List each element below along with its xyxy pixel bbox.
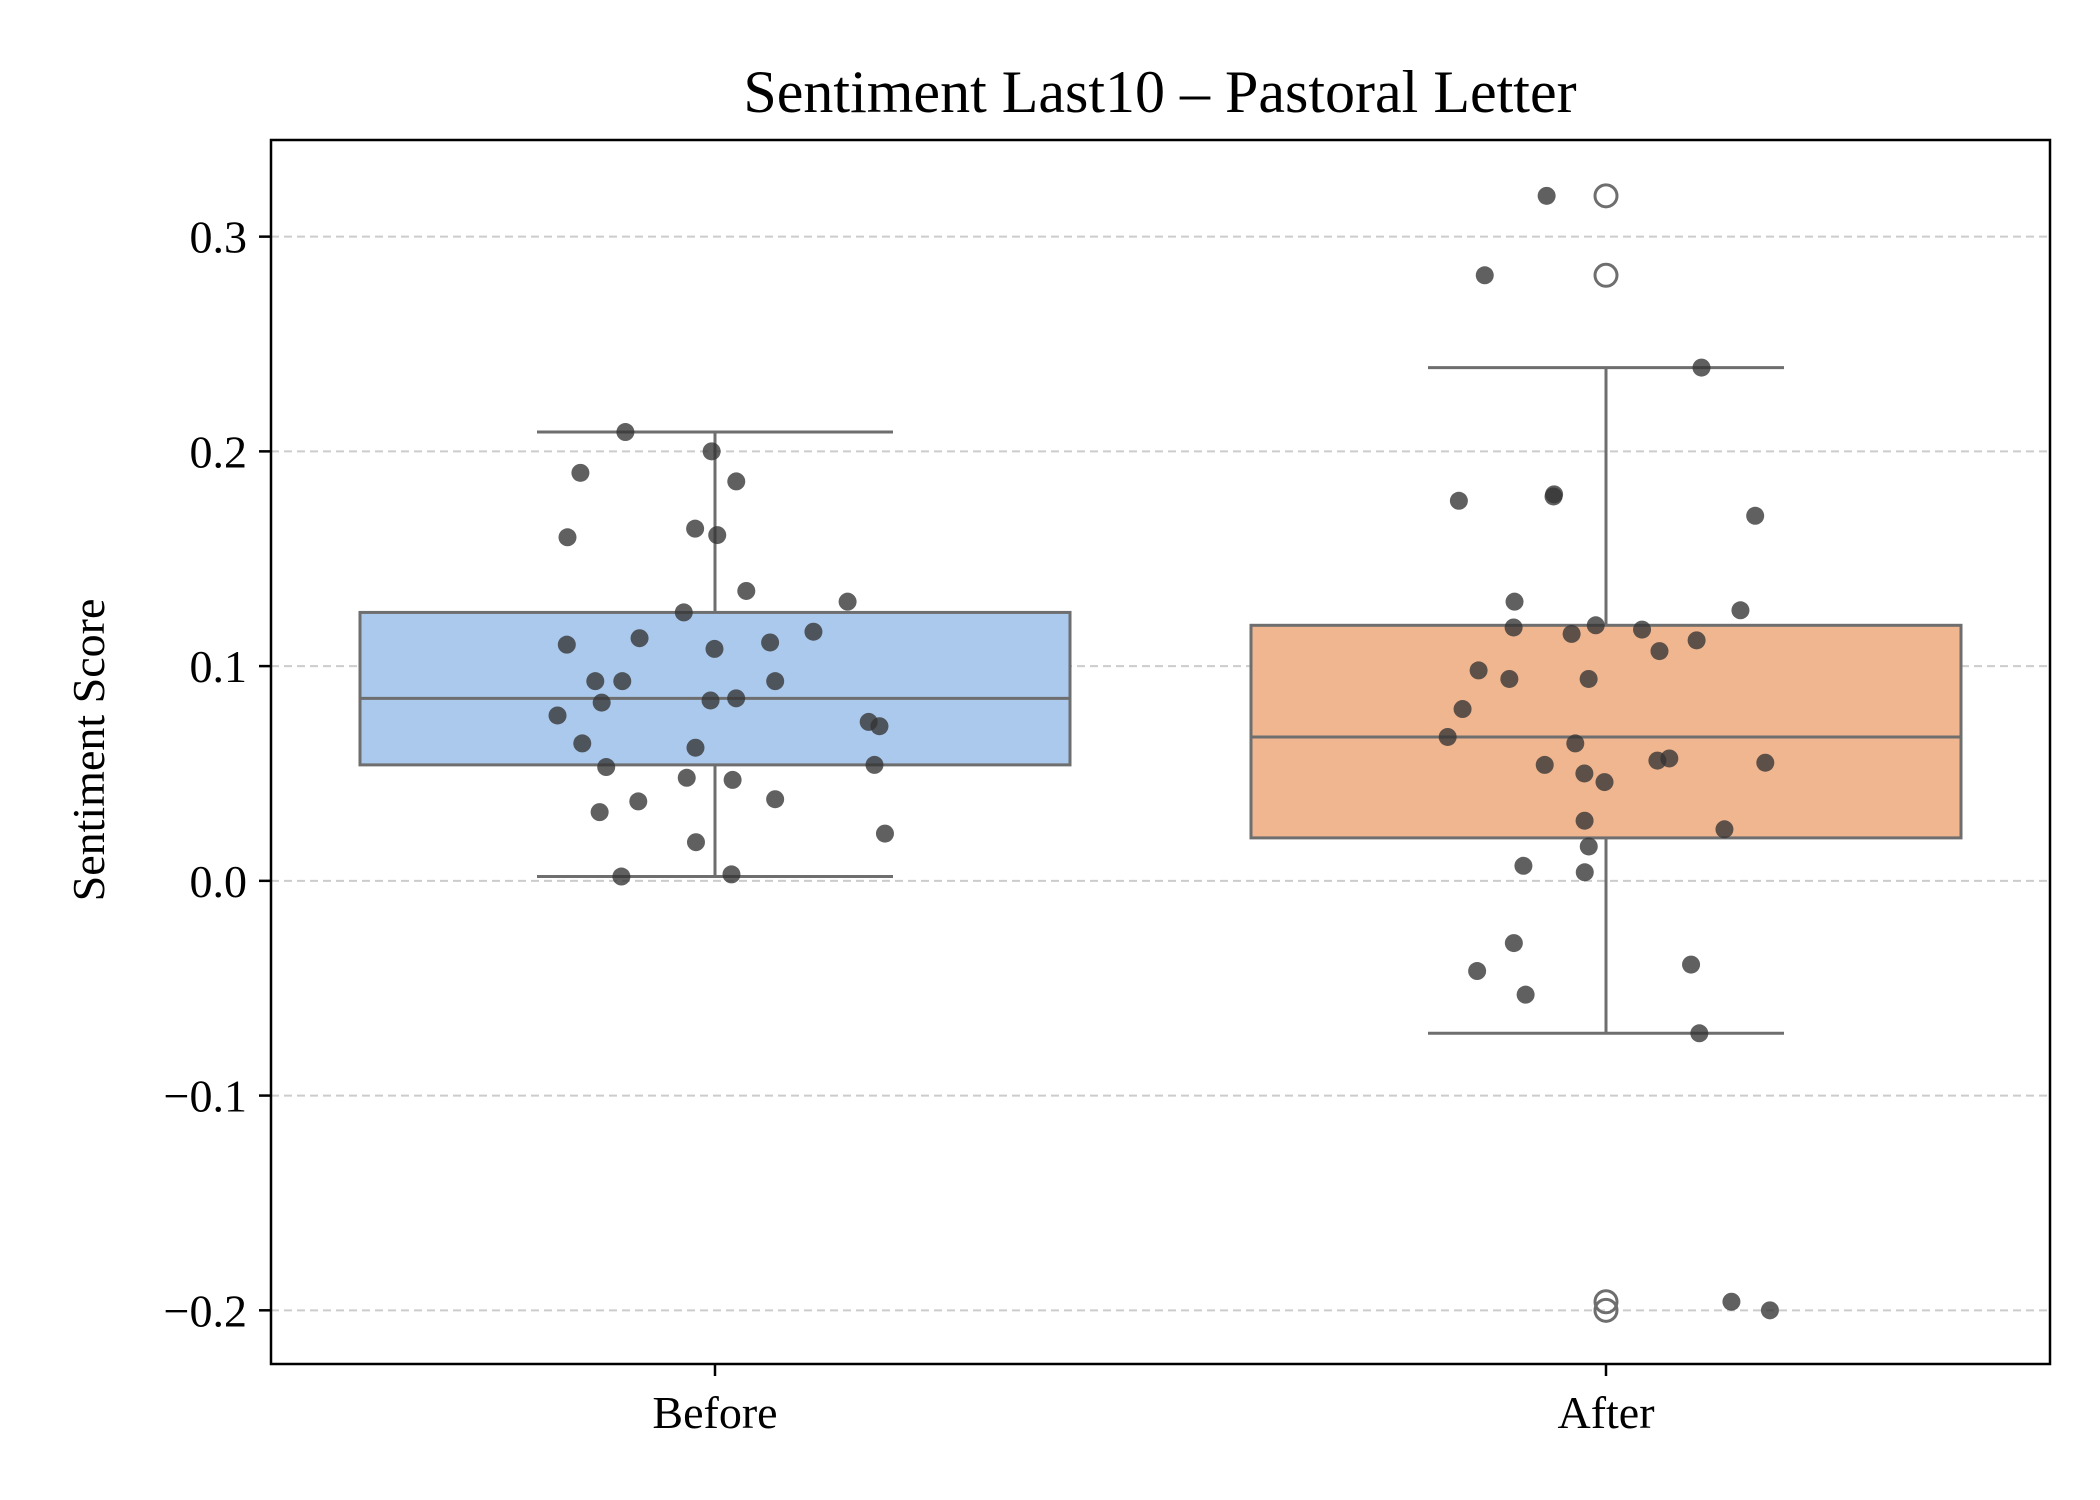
data-point xyxy=(804,622,823,641)
data-point xyxy=(674,603,693,622)
data-point xyxy=(677,768,696,787)
data-point xyxy=(1595,773,1614,792)
data-point xyxy=(766,790,785,809)
data-point xyxy=(1682,955,1701,974)
data-point xyxy=(1453,700,1472,719)
data-point xyxy=(1575,811,1594,830)
data-point xyxy=(586,672,605,691)
plot-frame xyxy=(269,138,2052,1366)
data-point xyxy=(1562,624,1581,643)
data-point xyxy=(558,528,577,547)
data-point xyxy=(727,472,746,491)
data-point xyxy=(1566,734,1585,753)
data-point xyxy=(686,833,705,852)
data-point xyxy=(701,691,720,710)
data-point xyxy=(1586,616,1605,635)
data-point xyxy=(1633,620,1652,639)
data-point xyxy=(761,633,780,652)
data-point xyxy=(727,689,746,708)
outlier-marker xyxy=(1593,183,1619,209)
data-point xyxy=(1469,661,1488,680)
jitter-points xyxy=(548,186,1779,1320)
y-tick-label: 0.3 xyxy=(190,212,248,263)
data-point xyxy=(1468,962,1487,981)
data-point xyxy=(705,639,724,658)
data-point xyxy=(630,629,649,648)
data-point xyxy=(592,693,611,712)
data-point xyxy=(838,592,857,611)
y-tick-label: −0.2 xyxy=(164,1285,247,1336)
x-tick-label: Before xyxy=(652,1387,777,1438)
data-point xyxy=(1731,601,1750,620)
data-point xyxy=(1760,1301,1779,1320)
y-tick-label: −0.1 xyxy=(164,1071,247,1122)
y-tick-label: 0.0 xyxy=(190,856,248,907)
data-point xyxy=(723,770,742,789)
data-point xyxy=(629,792,648,811)
x-tick-label: After xyxy=(1557,1387,1654,1438)
data-point xyxy=(590,803,609,822)
data-point xyxy=(1504,618,1523,637)
y-axis-label: Sentiment Score xyxy=(63,599,114,902)
outlier-marker xyxy=(1593,1289,1619,1315)
data-point xyxy=(870,717,889,736)
data-point xyxy=(1579,837,1598,856)
data-point xyxy=(686,519,705,538)
data-point xyxy=(1690,1024,1709,1043)
data-point xyxy=(1537,186,1556,205)
data-point xyxy=(1575,764,1594,783)
data-point xyxy=(708,526,727,545)
data-point xyxy=(571,463,590,482)
outlier-marker xyxy=(1593,1297,1619,1323)
data-point xyxy=(1579,669,1598,688)
data-point xyxy=(1648,751,1667,770)
data-point xyxy=(1535,755,1554,774)
data-point xyxy=(865,755,884,774)
data-point xyxy=(1650,642,1669,661)
data-point xyxy=(1575,863,1594,882)
data-point xyxy=(1449,491,1468,510)
box-before xyxy=(358,610,1072,767)
data-point xyxy=(612,867,631,886)
data-point xyxy=(1514,856,1533,875)
data-point xyxy=(1438,727,1457,746)
data-point xyxy=(722,865,741,884)
boxes xyxy=(358,183,1963,1323)
outlier-marker xyxy=(1593,262,1619,288)
y-axis-ticks: −0.2 −0.1 0.0 0.1 0.2 0.3 xyxy=(164,212,271,1336)
data-point xyxy=(686,738,705,757)
data-point xyxy=(1756,753,1775,772)
data-point xyxy=(1475,266,1494,285)
data-point xyxy=(1505,592,1524,611)
y-tick-label: 0.1 xyxy=(190,641,248,692)
data-point xyxy=(573,734,592,753)
box-after xyxy=(1249,623,1963,840)
data-point xyxy=(875,824,894,843)
data-point xyxy=(737,581,756,600)
data-point xyxy=(597,758,616,777)
data-point xyxy=(1746,506,1765,525)
chart-title: Sentiment Last10 – Pastoral Letter xyxy=(743,59,1576,125)
data-point xyxy=(548,706,567,725)
data-point xyxy=(616,423,635,442)
data-point xyxy=(1722,1292,1741,1311)
x-axis-ticks: Before After xyxy=(652,1364,1655,1438)
data-point xyxy=(766,672,785,691)
data-point xyxy=(1687,631,1706,650)
data-point xyxy=(1692,358,1711,377)
data-point xyxy=(702,442,721,461)
data-point xyxy=(1544,487,1563,506)
y-tick-label: 0.2 xyxy=(190,426,248,477)
data-point xyxy=(1504,934,1523,953)
data-point xyxy=(613,672,632,691)
data-point xyxy=(557,635,576,654)
data-point xyxy=(1500,669,1519,688)
data-point xyxy=(1715,820,1734,839)
data-point xyxy=(1516,985,1535,1004)
